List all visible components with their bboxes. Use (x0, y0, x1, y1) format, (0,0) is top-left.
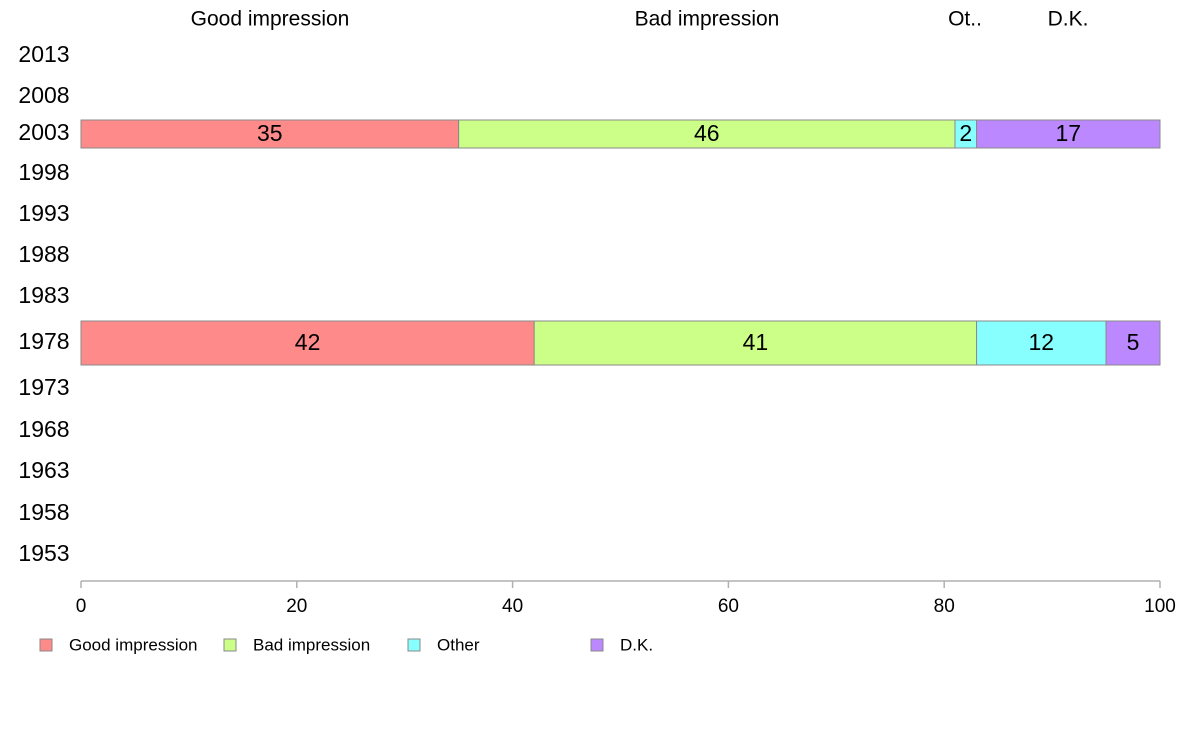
year-label: 1953 (18, 540, 69, 566)
legend-label: D.K. (620, 635, 653, 654)
year-label: 2013 (18, 41, 69, 67)
value-label: 41 (743, 329, 769, 355)
value-label: 46 (694, 120, 720, 146)
year-label: 1958 (18, 499, 69, 525)
x-tick-label: 20 (286, 596, 307, 617)
bar-segment (1105, 320, 1161, 366)
legend-swatch (223, 638, 237, 652)
x-axis: 0 20 40 60 80 100 (76, 580, 1176, 617)
bar-segment (533, 320, 978, 366)
x-tick-label: 60 (718, 596, 739, 617)
value-label: 5 (1127, 329, 1140, 355)
year-label: 1968 (18, 416, 69, 442)
column-header: Bad impression (635, 8, 780, 31)
column-header: Good impression (191, 8, 350, 31)
x-tick-label: 0 (76, 596, 87, 617)
value-label: 17 (1055, 120, 1081, 146)
year-label: 1963 (18, 457, 69, 483)
bar-segment (458, 119, 956, 149)
legend: Good impression Bad impression Other D.K. (39, 635, 653, 654)
legend-swatch (39, 638, 53, 652)
value-label: 42 (295, 329, 321, 355)
bar-segment (80, 320, 535, 366)
legend-label: Other (437, 635, 480, 654)
value-label: 2 (959, 120, 972, 146)
legend-swatch (407, 638, 421, 652)
x-tick-label: 40 (502, 596, 523, 617)
year-label: 1988 (18, 241, 69, 267)
year-label: 1978 (18, 328, 69, 354)
value-label: 12 (1029, 329, 1055, 355)
bar-segment (80, 119, 460, 149)
year-labels: 2013 2008 2003 1998 1993 1988 1983 1978 1973 1968… (18, 41, 69, 566)
bars: 35 46 2 17 42 41 12 5 (80, 119, 1161, 366)
legend-label: Good impression (69, 635, 198, 654)
legend-swatch (590, 638, 604, 652)
x-tick-label: 100 (1144, 596, 1176, 617)
bar-segment (976, 320, 1107, 366)
year-label: 1973 (18, 374, 69, 400)
year-label: 1998 (18, 159, 69, 185)
column-headers: Good impression Bad impression Ot.. D.K. (191, 8, 1089, 31)
year-label: 2003 (18, 119, 69, 145)
value-label: 35 (257, 120, 283, 146)
year-label: 1983 (18, 282, 69, 308)
bar-segment (976, 119, 1161, 149)
legend-label: Bad impression (253, 635, 370, 654)
column-header: Ot.. (948, 8, 982, 31)
year-label: 1993 (18, 200, 69, 226)
year-label: 2008 (18, 82, 69, 108)
column-header: D.K. (1048, 8, 1089, 31)
x-tick-label: 80 (934, 596, 955, 617)
